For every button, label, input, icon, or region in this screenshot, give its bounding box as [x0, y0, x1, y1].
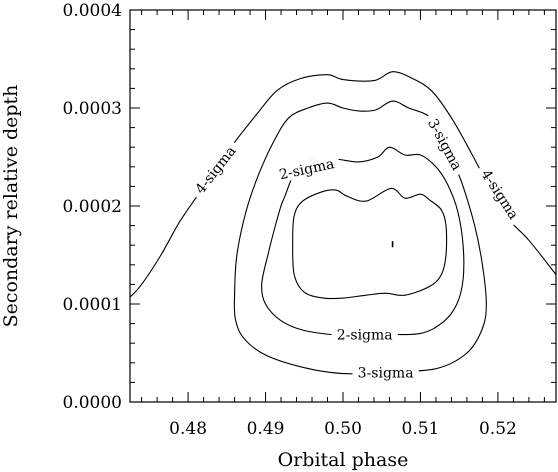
contour-1-sigma	[292, 187, 448, 300]
contour-label-2-sigma: 2-sigma	[331, 325, 398, 343]
contour-label-background	[422, 110, 469, 178]
x-tick-label: 0.52	[479, 419, 517, 439]
contour-label-background	[331, 325, 398, 343]
contour-label-background	[475, 161, 526, 227]
contour-label-text: 4-sigma	[192, 143, 239, 197]
contour-label-background	[272, 153, 341, 184]
x-tick-label: 0.49	[247, 419, 285, 439]
contour-label-text: 2-sigma	[337, 327, 393, 343]
x-tick-label: 0.51	[402, 419, 440, 439]
contour-label-4-sigma: 4-sigma	[187, 138, 242, 201]
y-tick-label: 0.0002	[63, 197, 122, 217]
contour-label-3-sigma: 3-sigma	[352, 363, 419, 382]
contour-label-text: 4-sigma	[477, 167, 521, 223]
x-tick-label: 0.48	[169, 419, 207, 439]
contour-label-text: 3-sigma	[358, 366, 414, 382]
y-axis-title: Secondary relative depth	[0, 85, 22, 328]
x-axis-title: Orbital phase	[278, 449, 409, 471]
y-tick-label: 0.0004	[63, 1, 122, 21]
tick-marks	[130, 9, 556, 403]
contour-label-background	[187, 138, 242, 201]
contour-label-4-sigma: 4-sigma	[475, 161, 526, 227]
contour-label-2-sigma: 2-sigma	[272, 153, 341, 184]
contour-label-background	[352, 363, 419, 381]
y-tick-label: 0.0001	[63, 295, 122, 315]
y-tick-label: 0.0003	[63, 99, 122, 119]
tick-labels: 0.48 0.49 0.50 0.51 0.52 0.0000 0.0001 0.0002 0.…	[63, 1, 517, 439]
x-tick-label: 0.50	[324, 419, 362, 439]
contour-label-3-sigma: 3-sigma	[422, 110, 469, 178]
y-tick-label: 0.0000	[63, 393, 122, 413]
